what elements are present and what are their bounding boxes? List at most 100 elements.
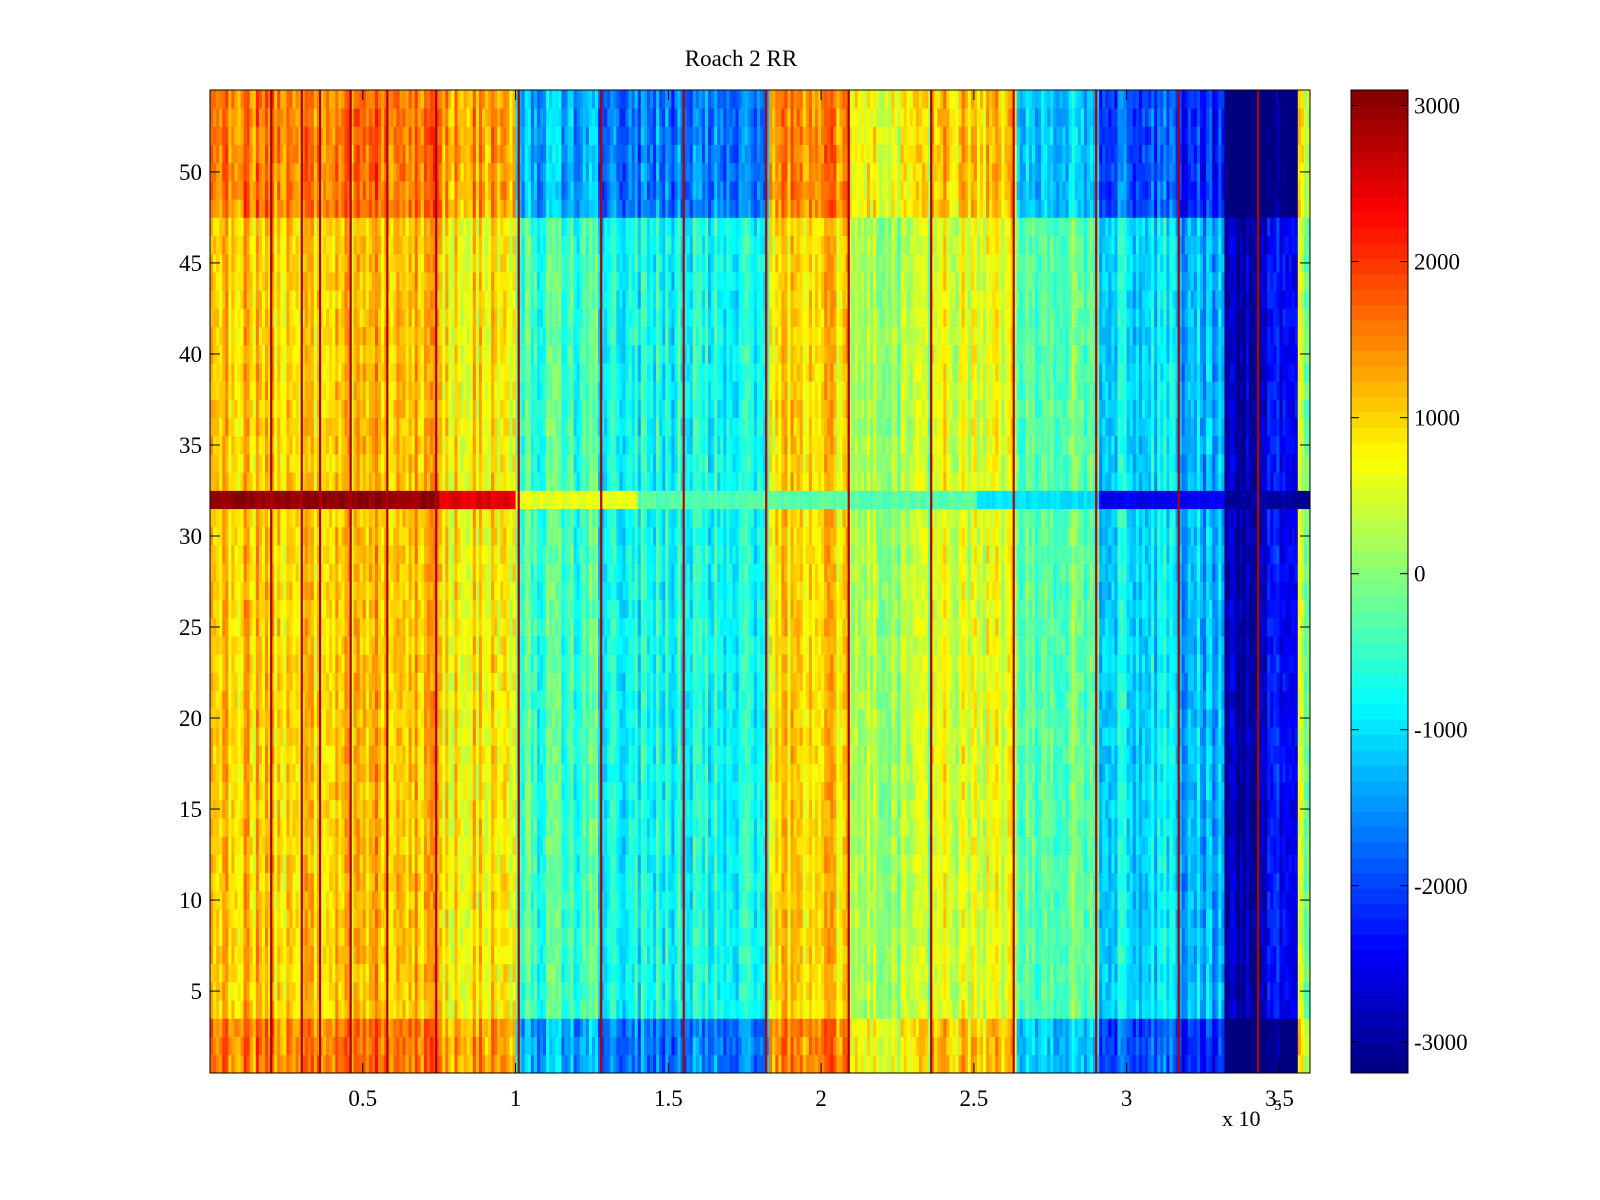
heatmap-cell xyxy=(347,162,351,182)
heatmap-cell xyxy=(274,599,278,619)
heatmap-cell xyxy=(356,909,361,928)
heatmap-cell xyxy=(304,417,309,437)
heatmap-cell xyxy=(292,963,296,983)
heatmap-cell xyxy=(408,326,413,346)
heatmap-cell xyxy=(350,381,355,400)
heatmap-cell xyxy=(338,1018,342,1037)
heatmap-cell xyxy=(436,563,440,582)
heatmap-cell xyxy=(375,617,379,637)
heatmap-cell xyxy=(433,781,437,801)
heatmap-cell xyxy=(298,563,303,582)
heatmap-cell xyxy=(423,745,428,764)
heatmap-cell xyxy=(265,963,269,983)
heatmap-cell xyxy=(280,272,284,291)
heatmap-cell xyxy=(445,108,449,127)
heatmap-cell xyxy=(271,363,275,382)
heatmap-cell xyxy=(381,781,385,801)
heatmap-cell xyxy=(307,526,312,546)
heatmap-cell xyxy=(466,909,471,928)
heatmap-cell xyxy=(414,672,419,692)
heatmap-cell xyxy=(365,253,370,273)
heatmap-cell xyxy=(320,654,324,673)
heatmap-cell xyxy=(237,181,241,200)
heatmap-cell xyxy=(310,435,315,455)
heatmap-cell xyxy=(478,490,483,510)
heatmap-cell xyxy=(472,144,477,164)
heatmap-cell xyxy=(347,872,351,892)
heatmap-cell xyxy=(399,581,403,601)
heatmap-cell xyxy=(485,617,489,637)
heatmap-cell xyxy=(320,162,324,182)
heatmap-cell xyxy=(390,781,394,801)
heatmap-cell xyxy=(323,217,327,237)
heatmap-cell xyxy=(335,108,339,127)
heatmap-cell xyxy=(454,981,458,1001)
heatmap-cell xyxy=(280,290,284,309)
heatmap-cell xyxy=(213,563,217,582)
heatmap-cell xyxy=(362,872,367,892)
heatmap-cell xyxy=(304,1036,309,1056)
heatmap-cell xyxy=(463,563,468,582)
heatmap-cell xyxy=(289,1054,293,1074)
heatmap-cell xyxy=(316,563,321,582)
heatmap-cell xyxy=(356,126,361,146)
heatmap-cell xyxy=(222,199,226,218)
heatmap-cell xyxy=(289,435,293,455)
heatmap-cell xyxy=(326,617,330,637)
heatmap-cell xyxy=(371,126,376,146)
heatmap-cell xyxy=(261,981,266,1001)
heatmap-cell xyxy=(222,1018,226,1037)
heatmap-cell xyxy=(378,927,382,946)
heatmap-cell xyxy=(402,490,406,510)
heatmap-cell xyxy=(295,508,300,528)
heatmap-cell xyxy=(439,90,443,109)
heatmap-cell xyxy=(436,344,440,364)
heatmap-cell xyxy=(234,1000,238,1019)
heatmap-cell xyxy=(252,308,257,328)
heatmap-cell xyxy=(451,854,455,874)
heatmap-cell xyxy=(454,308,458,328)
heatmap-cell xyxy=(316,308,321,328)
heatmap-cell xyxy=(390,636,394,655)
heatmap-cell xyxy=(375,799,379,819)
heatmap-cell xyxy=(213,945,217,965)
heatmap-cell xyxy=(414,472,419,491)
heatmap-cell xyxy=(417,745,422,764)
heatmap-cell xyxy=(426,90,431,109)
heatmap-cell xyxy=(381,381,385,400)
heatmap-cell xyxy=(310,836,315,855)
heatmap-cell xyxy=(478,217,483,237)
heatmap-cell xyxy=(326,890,330,910)
heatmap-cell xyxy=(417,708,422,728)
heatmap-cell xyxy=(356,454,361,473)
heatmap-cell xyxy=(478,126,483,146)
heatmap-cell xyxy=(439,581,443,601)
heatmap-cell xyxy=(240,1018,245,1037)
heatmap-cell xyxy=(420,508,425,528)
heatmap-cell xyxy=(368,981,373,1001)
heatmap-cell xyxy=(408,836,413,855)
heatmap-cell xyxy=(350,308,355,328)
heatmap-cell xyxy=(420,836,425,855)
heatmap-cell xyxy=(277,344,281,364)
heatmap-cell xyxy=(387,781,391,801)
heatmap-cell xyxy=(426,472,431,491)
heatmap-cell xyxy=(228,162,232,182)
heatmap-cell xyxy=(255,344,260,364)
heatmap-cell xyxy=(430,363,434,382)
heatmap-cell xyxy=(243,781,248,801)
heatmap-cell xyxy=(347,144,351,164)
heatmap-cell xyxy=(457,818,461,837)
heatmap-cell xyxy=(320,490,324,510)
heatmap-cell xyxy=(472,344,477,364)
heatmap-cell xyxy=(356,581,361,601)
heatmap-cell xyxy=(265,435,269,455)
heatmap-cell xyxy=(234,799,238,819)
heatmap-cell xyxy=(298,690,303,710)
heatmap-cell xyxy=(478,199,483,218)
heatmap-cell xyxy=(463,1036,468,1056)
heatmap-cell xyxy=(310,90,315,109)
heatmap-cell xyxy=(271,872,275,892)
heatmap-cell xyxy=(439,818,443,837)
